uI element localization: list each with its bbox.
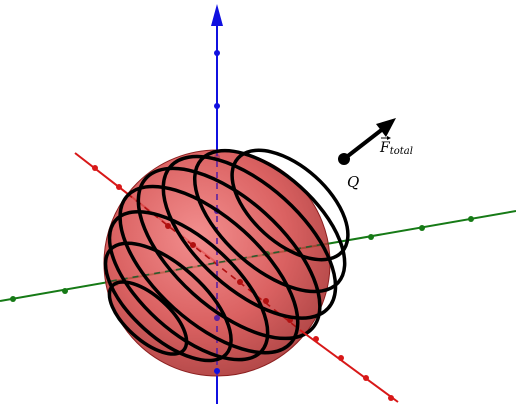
charge-label: Q [347,173,359,191]
x-axis-inside [109,179,301,331]
x-axis-tick [116,184,122,190]
y-axis-tick [10,296,16,302]
coil-turn [136,166,322,341]
x-axis-tick [363,375,369,381]
z-axis-tick [214,50,220,56]
x-axis-tick [92,165,98,171]
force-label-sub: total [390,146,413,157]
x-axis-tick [313,336,319,342]
x-axis-tick [388,395,394,401]
y-axis-tick [468,216,474,222]
coil-turn [192,148,347,294]
force-vector-symbol-tip [387,136,391,140]
coil-turn [161,154,338,320]
y-axis-tick [368,234,374,240]
force-label: Ftotal [379,140,413,157]
z-axis-tick [214,103,220,109]
force-label-main: F [379,140,391,156]
coil [103,148,350,363]
axes-front [214,329,399,404]
x-axis-tick-inside [237,279,243,285]
force-vector-arrowhead [376,118,396,137]
x-axis-tick-inside [165,223,171,229]
coil-turn [118,184,300,355]
z-axis-arrowhead [211,4,223,26]
x-axis-front [299,329,399,403]
y-axis-inside [104,242,330,284]
y-axis-tick [62,288,68,294]
x-axis-tick [338,355,344,361]
coil-turn [230,148,350,262]
z-axis-tick-inside [214,315,220,321]
x-axis-tick-inside [190,242,196,248]
z-axis-tick [214,368,220,374]
force-vector-shaft [342,126,386,161]
charge-group: Ftotal Q [338,118,413,191]
y-axis-tick [419,225,425,231]
x-axis-tick-inside [263,298,269,304]
